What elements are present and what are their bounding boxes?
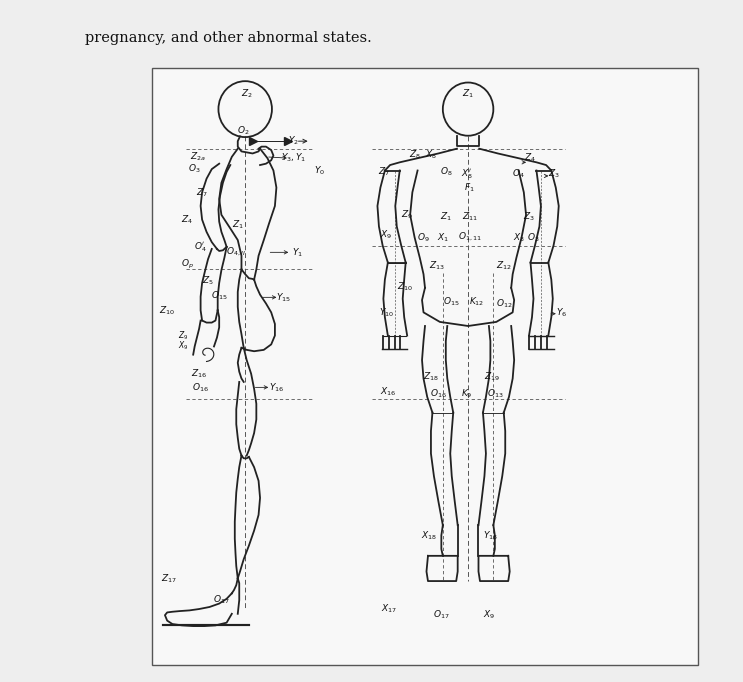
Text: $O_{13}$: $O_{13}$: [487, 388, 503, 400]
Text: $Z_1$: $Z_1$: [232, 219, 244, 231]
Text: $O_p$: $O_p$: [181, 258, 194, 271]
Text: $X_3$: $X_3$: [513, 231, 525, 243]
Text: $O_{12}$: $O_{12}$: [496, 297, 512, 310]
Text: $Y_0$: $Y_0$: [314, 164, 325, 177]
Text: $X_{17}$: $X_{17}$: [380, 602, 397, 614]
Text: $Z_4$: $Z_4$: [181, 213, 193, 226]
Text: $O_3$: $O_3$: [528, 231, 539, 243]
Text: $X_1$: $X_1$: [437, 231, 449, 243]
Text: $O_9$: $O_9$: [417, 231, 430, 243]
Text: $Y_2$: $Y_2$: [288, 135, 299, 147]
Text: $X_9$: $X_9$: [178, 340, 189, 352]
Text: $Z_2$: $Z_2$: [241, 88, 253, 100]
Text: $Z_{8}$: $Z_{8}$: [409, 149, 421, 161]
Text: $O_8$: $O_8$: [440, 166, 452, 178]
Text: $O_{16}$: $O_{16}$: [192, 381, 209, 394]
Text: $Y_3,Y_1$: $Y_3,Y_1$: [281, 152, 306, 164]
Text: pregnancy, and other abnormal states.: pregnancy, and other abnormal states.: [85, 31, 372, 45]
Text: $Z_3$: $Z_3$: [548, 168, 559, 180]
Text: $Z_{12}$: $Z_{12}$: [496, 260, 512, 272]
Text: $Z_{11}$: $Z_{11}$: [461, 211, 478, 223]
Text: $X_{18}$: $X_{18}$: [421, 529, 438, 542]
Text: $Z_7$: $Z_7$: [378, 166, 390, 178]
Bar: [152, 68, 698, 665]
Text: $Z_4$: $Z_4$: [525, 152, 536, 164]
Text: $X_9$: $X_9$: [380, 228, 392, 241]
Text: $Y_{15}$: $Y_{15}$: [276, 291, 291, 303]
Text: $K_{12}$: $K_{12}$: [470, 295, 484, 308]
Text: $Y_{10}$: $Y_{10}$: [379, 306, 394, 318]
Text: $Y_{16}$: $Y_{16}$: [269, 381, 284, 394]
Text: $Y_{18}$: $Y_{18}$: [483, 529, 498, 542]
Text: $Z_{17}$: $Z_{17}$: [161, 572, 178, 584]
Text: $O_{15}$: $O_{15}$: [211, 290, 227, 302]
Text: $O_{16}$: $O_{16}$: [430, 388, 447, 400]
Text: $X_8'$: $X_8'$: [461, 167, 473, 181]
Text: $F_1$: $F_1$: [464, 181, 475, 194]
Text: $Z_1$: $Z_1$: [462, 88, 474, 100]
Text: $O_{4,II}$: $O_{4,II}$: [227, 246, 246, 258]
Text: $Z_9$: $Z_9$: [401, 209, 413, 221]
Text: $Z_5$: $Z_5$: [202, 275, 214, 287]
Text: $O_4'$: $O_4'$: [194, 240, 207, 254]
Text: $Z_{19}$: $Z_{19}$: [484, 370, 500, 383]
Text: $Z_9$: $Z_9$: [178, 329, 189, 342]
Text: $O_{15}$: $O_{15}$: [444, 295, 460, 308]
Text: $O_{17}$: $O_{17}$: [433, 609, 450, 621]
Text: $X_9$: $X_9$: [483, 609, 495, 621]
Text: $Z_{2a}$: $Z_{2a}$: [190, 151, 207, 163]
Text: $Z_{13}$: $Z_{13}$: [429, 260, 445, 272]
Text: $O_2$: $O_2$: [238, 125, 250, 137]
Text: $O_3$: $O_3$: [189, 163, 201, 175]
Text: $Z_7$: $Z_7$: [196, 186, 208, 198]
Text: $K_9$: $K_9$: [461, 388, 473, 400]
Text: $O_{1,11}$: $O_{1,11}$: [458, 231, 481, 243]
Text: $Z_{10}$: $Z_{10}$: [159, 304, 175, 316]
Text: $Y_6$: $Y_6$: [556, 306, 568, 318]
Text: $X_{16}$: $X_{16}$: [380, 386, 396, 398]
Text: $Y_1$: $Y_1$: [292, 246, 302, 258]
Text: $Z_{16}$: $Z_{16}$: [191, 368, 207, 380]
Text: $Z_{10}$: $Z_{10}$: [397, 280, 413, 293]
Text: $O_4$: $O_4$: [512, 168, 525, 180]
Text: $O_{17}$: $O_{17}$: [213, 594, 230, 606]
Text: $X_8$: $X_8$: [425, 149, 437, 161]
Text: $Z_3$: $Z_3$: [523, 211, 535, 223]
Text: $Z_1$: $Z_1$: [440, 211, 452, 223]
Text: $Z_{18}$: $Z_{18}$: [423, 370, 439, 383]
